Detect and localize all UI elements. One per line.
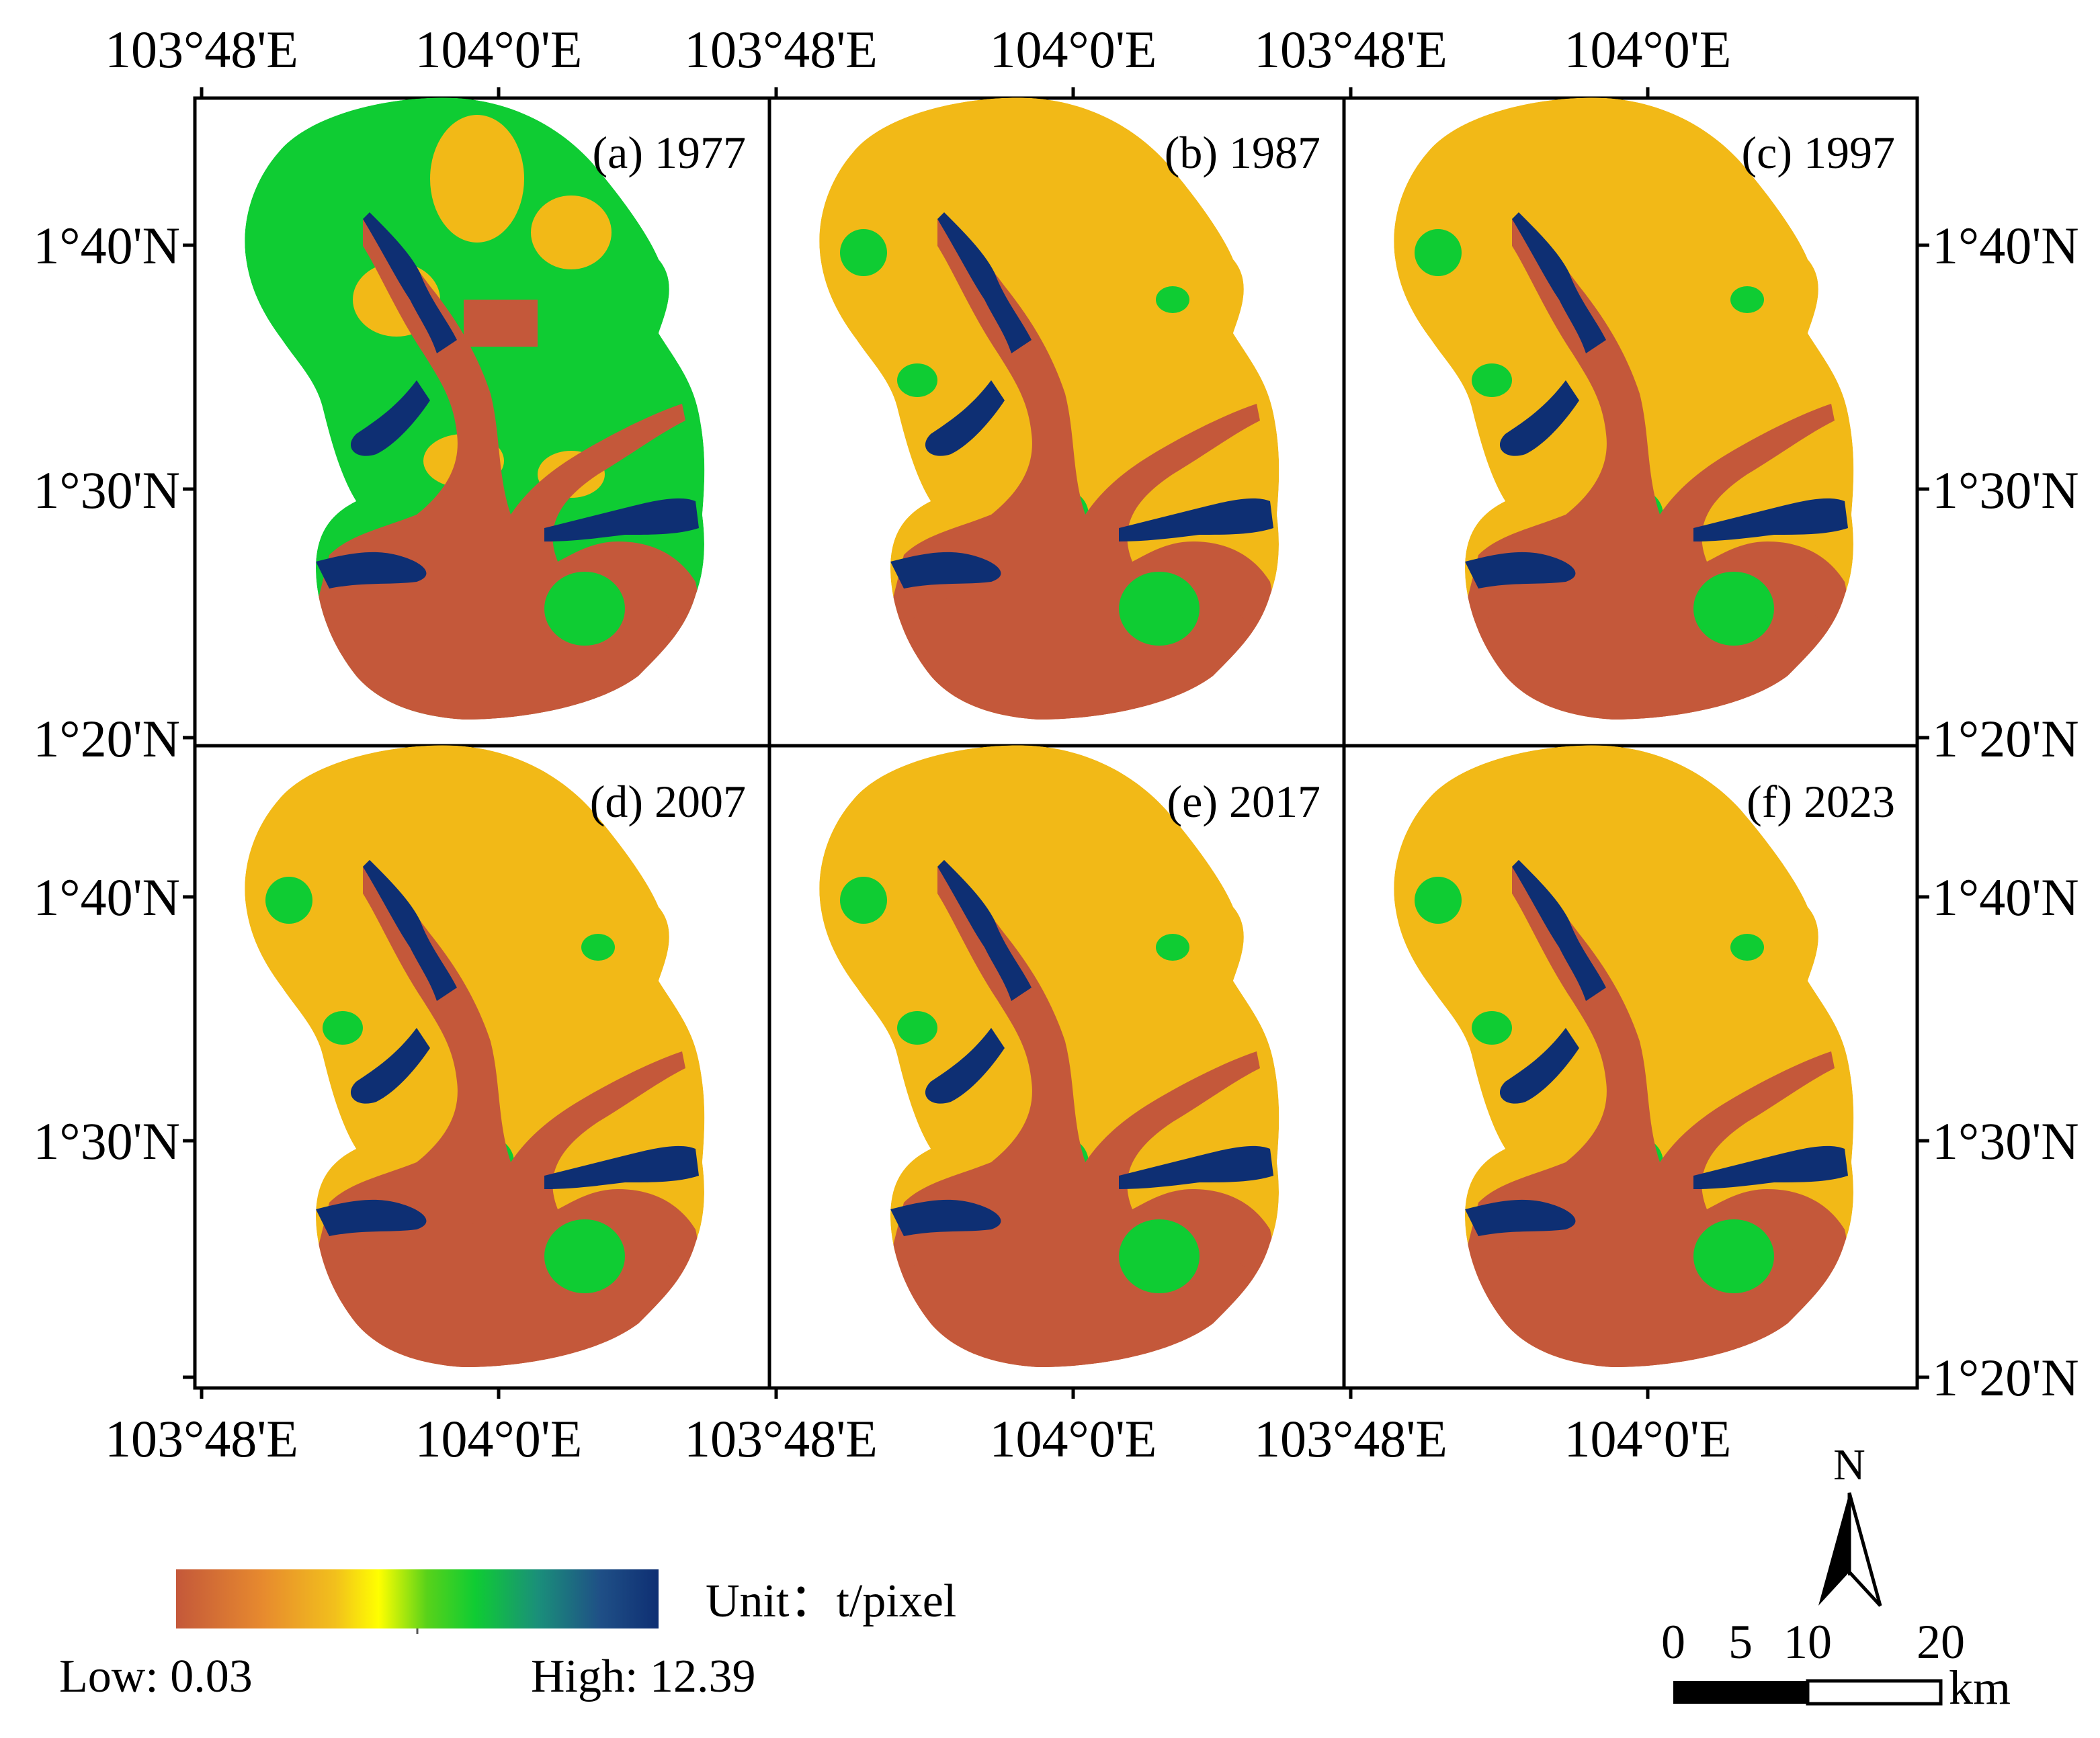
land-patch	[840, 229, 887, 276]
latitude-label: 1°20'N	[1932, 709, 2079, 768]
land-patch	[1156, 286, 1189, 313]
land-patch	[1472, 1011, 1512, 1045]
land-patch	[581, 934, 615, 961]
land-patch	[1730, 286, 1764, 313]
longitude-label: 103°48'E	[105, 1409, 298, 1468]
map-frame	[193, 96, 1919, 1390]
coastal-water	[323, 1223, 685, 1368]
latitude-label: 1°40'N	[1932, 216, 2079, 275]
land-patch	[531, 195, 612, 269]
latitude-label: 1°40'N	[33, 216, 180, 275]
longitude-label: 103°48'E	[1254, 1409, 1447, 1468]
panel-title: (a) 1977	[593, 127, 746, 178]
land-patch	[464, 300, 538, 347]
north-arrow: N	[1818, 1440, 1882, 1607]
latitude-label: 1°30'N	[1932, 1112, 2079, 1170]
latitude-label: 1°20'N	[33, 709, 180, 768]
study-area-map	[1394, 745, 1854, 1368]
longitude-label: 104°0'E	[990, 1409, 1157, 1468]
scale-bar: 0 5 10 20 km	[1661, 1615, 2011, 1714]
island-patch	[544, 1219, 625, 1293]
legend-unit: Unit：t/pixel	[706, 1575, 956, 1627]
island-patch	[544, 572, 625, 646]
scale-tick-label: 10	[1783, 1615, 1832, 1669]
panel-title: (d) 2007	[590, 776, 746, 827]
land-patch	[1415, 229, 1462, 276]
latitude-label: 1°20'N	[1932, 1348, 2079, 1407]
longitude-label: 104°0'E	[415, 20, 583, 79]
map-panel	[245, 97, 705, 720]
longitude-label: 103°48'E	[1254, 20, 1447, 79]
longitude-label: 104°0'E	[415, 1409, 583, 1468]
scale-unit: km	[1949, 1661, 2011, 1714]
scale-tick-label: 20	[1917, 1615, 1965, 1669]
legend-high-label: High: 12.39	[531, 1651, 755, 1702]
land-patch	[1472, 363, 1512, 397]
bottom-longitude-axis	[200, 1388, 1650, 1399]
north-arrow-icon	[1818, 1493, 1849, 1606]
panel-title: (c) 1997	[1742, 127, 1895, 178]
map-panel	[819, 97, 1279, 720]
land-patch	[897, 1011, 937, 1045]
map-panel	[819, 745, 1279, 1368]
study-area-map	[1394, 97, 1854, 720]
coastal-water	[897, 575, 1260, 720]
island-patch	[1693, 1219, 1774, 1293]
longitude-label: 104°0'E	[990, 20, 1157, 79]
land-patch	[1156, 934, 1189, 961]
longitude-label: 103°48'E	[105, 20, 298, 79]
legend-low-label: Low: 0.03	[59, 1651, 253, 1702]
study-area-map	[819, 745, 1279, 1368]
latitude-label: 1°30'N	[33, 1112, 180, 1170]
study-area-map	[245, 97, 705, 720]
left-latitude-axis	[183, 243, 195, 1379]
coastal-water	[1472, 575, 1835, 720]
latitude-label: 1°40'N	[1932, 868, 2079, 926]
scale-tick-label: 0	[1661, 1615, 1685, 1669]
island-patch	[1119, 572, 1200, 646]
map-panel	[1394, 745, 1854, 1368]
island-patch	[1693, 572, 1774, 646]
land-patch	[897, 363, 937, 397]
legend-gradient-bar	[176, 1569, 659, 1628]
longitude-label: 104°0'E	[1564, 20, 1732, 79]
study-area-map	[245, 745, 705, 1368]
map-panel	[245, 745, 705, 1368]
scale-tick-label: 5	[1728, 1615, 1753, 1669]
land-patch	[840, 877, 887, 924]
coastal-water	[323, 575, 685, 720]
north-label: N	[1833, 1440, 1865, 1489]
land-patch	[430, 115, 524, 243]
longitude-label: 104°0'E	[1564, 1409, 1732, 1468]
map-panel	[1394, 97, 1854, 720]
study-area-map	[819, 97, 1279, 720]
longitude-label: 103°48'E	[684, 1409, 878, 1468]
coastal-water	[897, 1223, 1260, 1368]
latitude-label: 1°30'N	[1932, 461, 2079, 519]
island-patch	[1119, 1219, 1200, 1293]
right-latitude-axis	[1917, 243, 1929, 1379]
coastal-water	[1472, 1223, 1835, 1368]
longitude-label: 103°48'E	[684, 20, 878, 79]
latitude-label: 1°40'N	[33, 868, 180, 926]
land-patch	[1415, 877, 1462, 924]
land-patch	[323, 1011, 363, 1045]
panel-title: (e) 2017	[1167, 776, 1320, 827]
panel-title: (b) 1987	[1165, 127, 1320, 178]
land-patch	[265, 877, 312, 924]
top-longitude-axis	[200, 87, 1650, 98]
latitude-label: 1°30'N	[33, 461, 180, 519]
panel-title: (f) 2023	[1747, 776, 1895, 827]
land-patch	[1730, 934, 1764, 961]
